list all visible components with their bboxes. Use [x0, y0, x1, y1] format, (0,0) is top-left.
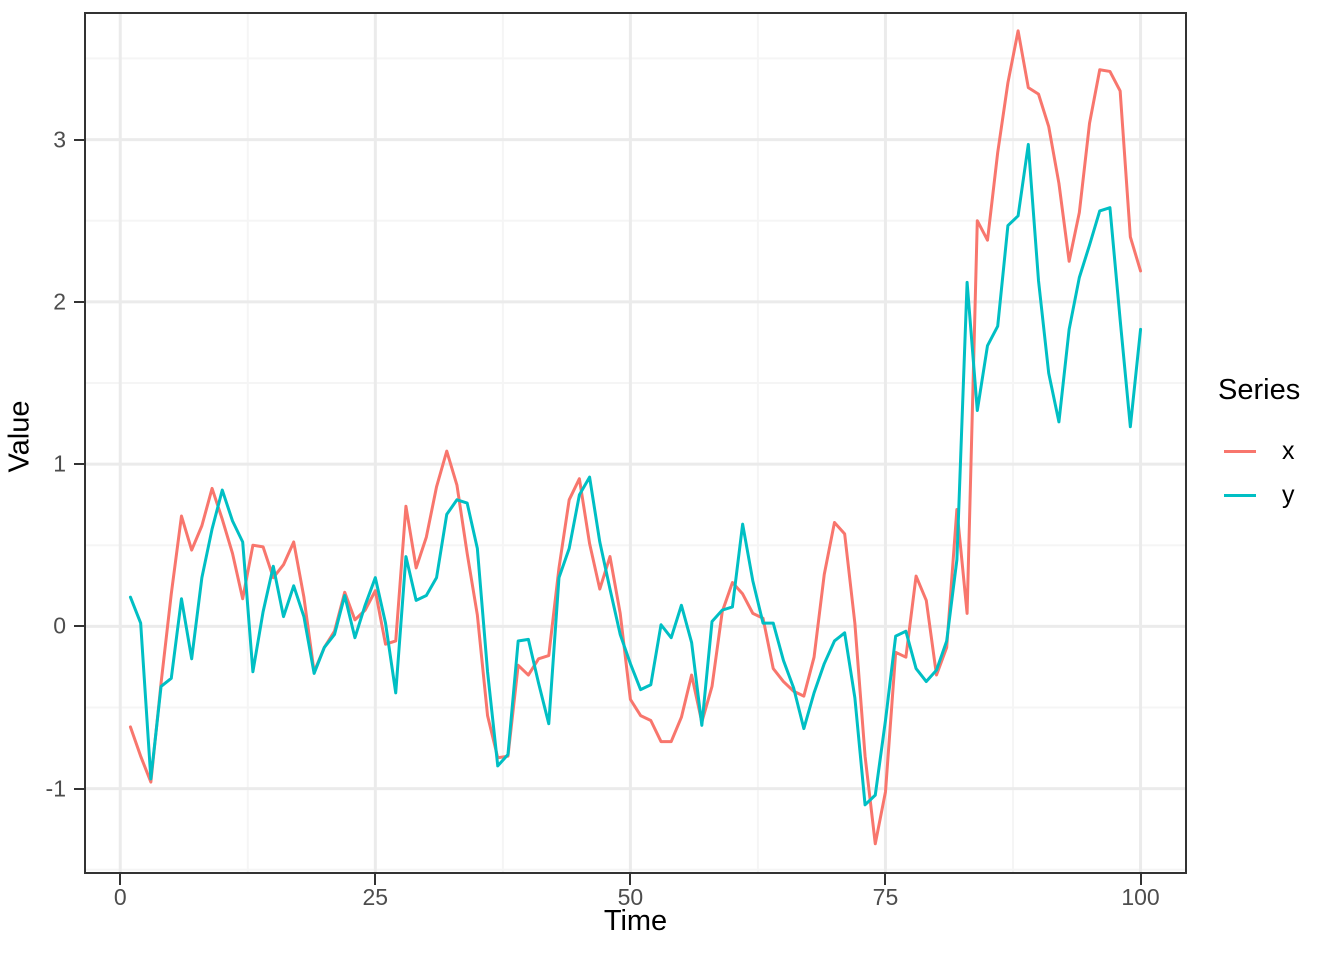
y-tick-mark — [74, 787, 85, 790]
panel-border-top — [84, 12, 1187, 14]
plot-area-svg — [85, 13, 1186, 873]
plot-panel — [85, 13, 1186, 873]
panel-border-left — [84, 12, 86, 874]
x-axis-title-text: Time — [603, 905, 668, 937]
panel-border-bottom — [84, 872, 1187, 874]
legend-item-x[interactable]: x — [1218, 429, 1344, 473]
legend-title: Series — [1218, 374, 1301, 406]
x-axis-title: Time — [85, 905, 1186, 938]
x-tick-mark — [374, 874, 377, 885]
x-tick-label: 75 — [872, 884, 899, 910]
y-tick-label: -1 — [45, 775, 66, 802]
legend-key-swatch — [1218, 473, 1262, 517]
legend-line-icon — [1224, 449, 1256, 453]
y-tick-mark — [74, 138, 85, 141]
x-tick-mark — [119, 874, 122, 885]
x-tick-mark — [629, 874, 632, 885]
y-tick-label: 3 — [53, 126, 66, 153]
x-tick-label: 100 — [1121, 884, 1160, 910]
y-tick-label: 2 — [53, 288, 66, 315]
series-line-x — [128, 29, 1143, 846]
x-tick-mark — [884, 874, 887, 885]
y-tick-label: 0 — [53, 612, 66, 639]
x-tick-label: 50 — [617, 884, 644, 910]
x-tick-label: 0 — [113, 884, 127, 910]
y-tick-mark — [74, 463, 85, 466]
legend-line-icon — [1224, 493, 1256, 497]
y-tick-label: 1 — [53, 450, 66, 477]
minor-gridlines — [85, 13, 1186, 873]
legend-item-label: x — [1282, 436, 1295, 465]
y-axis-tick-labels: -1 0 1 2 3 — [0, 0, 75, 960]
x-tick-mark — [1139, 874, 1142, 885]
major-gridlines — [85, 13, 1186, 873]
legend-item-y[interactable]: y — [1218, 473, 1344, 517]
x-tick-label: 25 — [362, 884, 389, 910]
y-tick-mark — [74, 300, 85, 303]
series-lines — [128, 29, 1143, 846]
panel-border-right — [1185, 12, 1187, 874]
series-line-y — [128, 142, 1143, 807]
legend-item-label: y — [1282, 480, 1295, 509]
y-tick-mark — [74, 625, 85, 628]
legend-key-swatch — [1218, 429, 1262, 473]
